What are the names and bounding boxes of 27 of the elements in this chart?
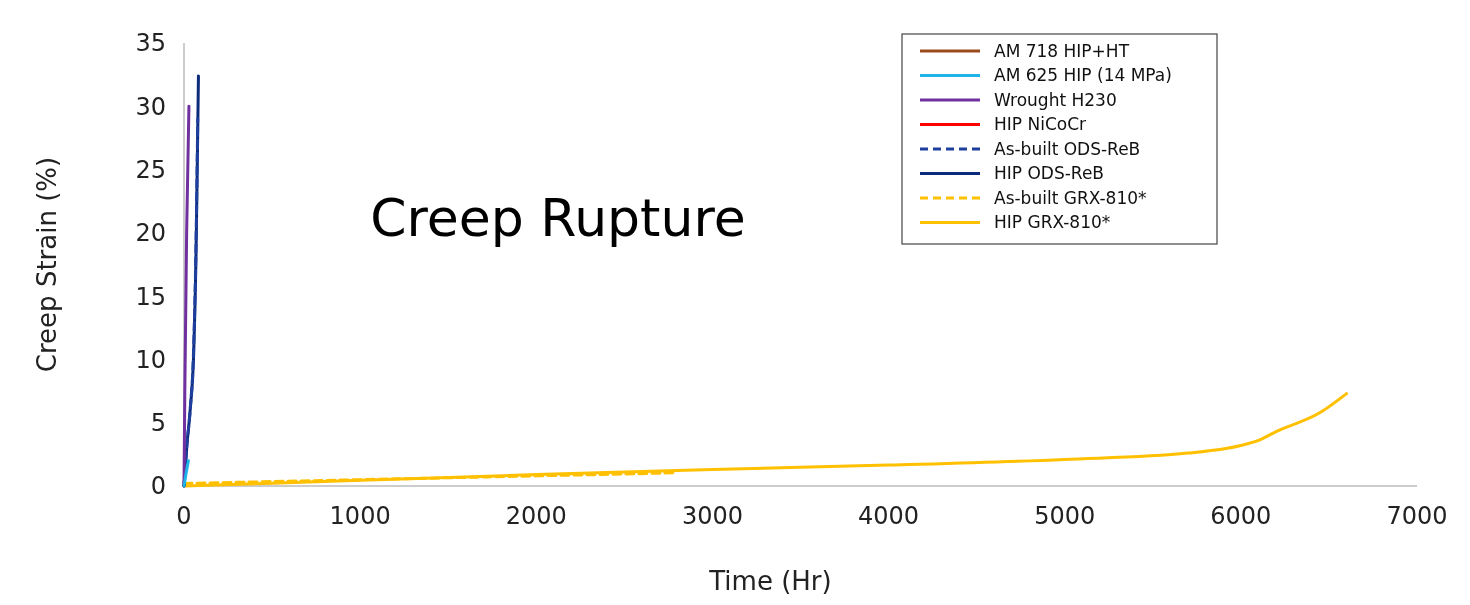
- y-tick-label: 30: [135, 92, 166, 121]
- text: Creep Rupture: [370, 188, 746, 248]
- x-tick-label: 4000: [858, 502, 920, 530]
- y-tick-label: 20: [135, 219, 166, 248]
- y-tick-label: 25: [135, 155, 166, 184]
- legend-label: As-built ODS-ReB: [994, 138, 1141, 159]
- legend-label: HIP ODS-ReB: [994, 163, 1105, 184]
- x-tick-label: 7000: [1386, 502, 1448, 530]
- y-tick-label: 15: [135, 282, 166, 311]
- x-tick-label: 1000: [329, 502, 391, 530]
- y-axis-title: Creep Strain (%): [32, 156, 62, 373]
- x-tick-label: 3000: [681, 502, 743, 530]
- legend-label: AM 625 HIP (14 MPa): [994, 65, 1172, 86]
- y-tick-label: 35: [135, 29, 166, 58]
- legend-label: As-built GRX-810*: [994, 187, 1147, 208]
- x-tick-label: 2000: [505, 502, 567, 530]
- x-tick-label: 5000: [1034, 502, 1096, 530]
- legend-label: AM 718 HIP+HT: [994, 40, 1130, 61]
- legend-label: Wrought H230: [994, 89, 1117, 110]
- x-tick-label: 6000: [1210, 502, 1272, 530]
- legend-label: HIP GRX-810*: [994, 212, 1111, 233]
- y-tick-label: 10: [135, 345, 166, 374]
- y-tick-label: 5: [150, 409, 166, 438]
- x-axis-title: Time (Hr): [708, 566, 832, 596]
- y-tick-label: 0: [150, 472, 166, 501]
- legend-label: HIP NiCoCr: [994, 114, 1087, 135]
- x-tick-label: 0: [176, 502, 192, 530]
